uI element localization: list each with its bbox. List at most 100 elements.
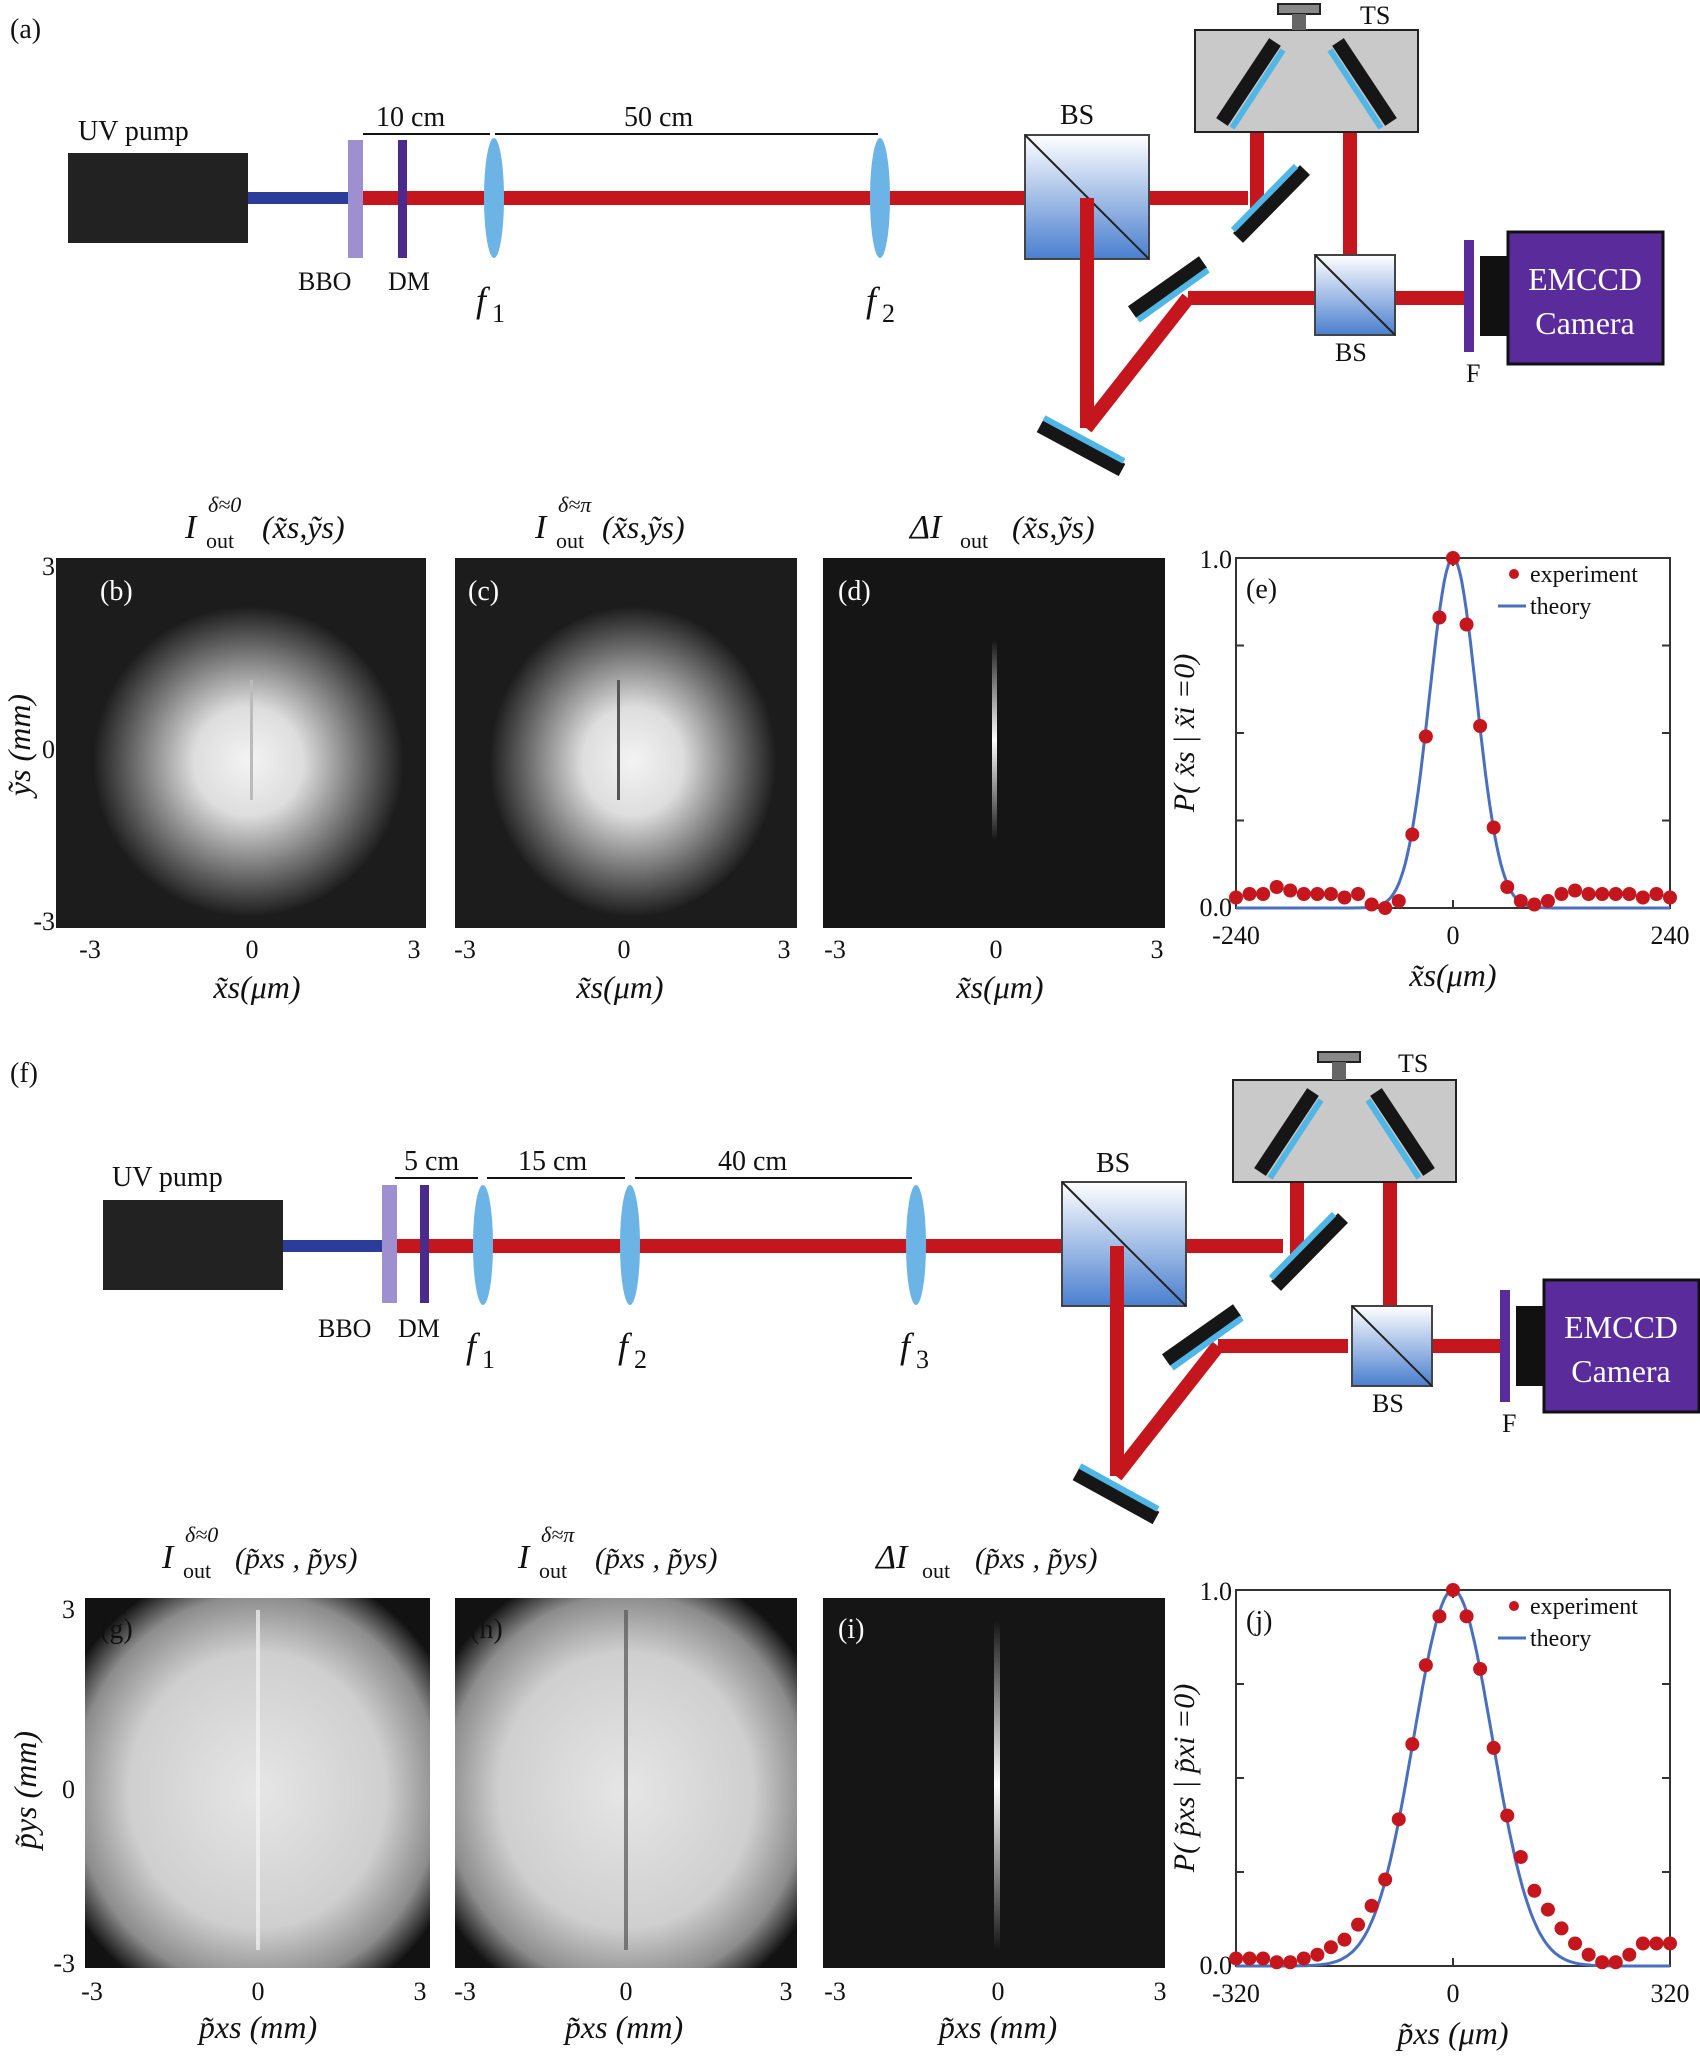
svg-text:(x̃s,ỹs): (x̃s,ỹs): [602, 509, 685, 545]
data-point: [1473, 719, 1488, 733]
theory-line: [1236, 1588, 1670, 1968]
legend-label: theory: [1530, 594, 1591, 620]
uv-pump-box: [103, 1200, 283, 1290]
data-point: [1649, 1936, 1664, 1951]
data-point: [1337, 1932, 1352, 1947]
svg-text:-3: -3: [824, 1977, 846, 2006]
y-axis-label: P( x̃s | x̃i =0): [1168, 654, 1201, 813]
setup-f: (f) UV pump BBO DM 5 cm 15 cm 40 cm f 1 …: [10, 1049, 1700, 1525]
svg-text:-3: -3: [454, 935, 476, 964]
signal-beam: [348, 191, 1248, 205]
x-tick-label: -320: [1212, 1979, 1260, 2008]
svg-text:out: out: [922, 1558, 950, 1583]
stage-knob: [1277, 3, 1321, 15]
x-tick-label: -240: [1212, 921, 1260, 950]
data-point: [1608, 887, 1623, 901]
title-i: ΔI out (p̃xs , p̃ys): [874, 1539, 1097, 1583]
data-point: [1323, 887, 1338, 901]
lens-f1-sub: 1: [492, 299, 505, 328]
data-point: [1337, 890, 1352, 905]
row2-ylabel: p̃ys (mm): [7, 1731, 43, 1851]
row2-images: I out δ≈0 (p̃xs , p̃ys) I out δ≈π (p̃xs …: [7, 1522, 1167, 2045]
svg-text:ΔI: ΔI: [908, 509, 943, 546]
panel-label-g: (g): [100, 1614, 133, 1645]
y-tick-label: 0.0: [1200, 1951, 1233, 1980]
panel-label-d: (d): [838, 576, 871, 607]
svg-text:-3: -3: [53, 1949, 75, 1978]
svg-text:BS: BS: [1372, 1389, 1404, 1418]
data-point: [1432, 1609, 1447, 1624]
svg-text:3: 3: [42, 552, 55, 581]
legend-marker: [1509, 569, 1519, 579]
mirror: [1072, 1463, 1160, 1525]
dist-1: 10 cm: [376, 102, 445, 133]
svg-text:(x̃s,ỹs): (x̃s,ỹs): [262, 509, 345, 545]
data-point: [1540, 894, 1555, 908]
data-point: [1310, 887, 1325, 901]
svg-text:out: out: [539, 1558, 567, 1583]
svg-text:δ≈π: δ≈π: [558, 492, 592, 517]
data-point: [1486, 1740, 1501, 1755]
legend-label: experiment: [1530, 562, 1638, 588]
data-point: [1635, 890, 1650, 905]
filter-label: F: [1466, 359, 1480, 388]
svg-text:(p̃xs , p̃ys): (p̃xs , p̃ys): [975, 1542, 1097, 1575]
svg-text:-3: -3: [824, 935, 846, 964]
data-point: [1283, 1955, 1298, 1970]
row1-ylabel: ỹs (mm): [1, 694, 37, 799]
uv-pump-box: [68, 153, 248, 243]
data-point: [1283, 883, 1298, 898]
mirror: [1161, 1304, 1244, 1371]
data-point: [1378, 901, 1393, 915]
svg-text:0: 0: [990, 935, 1003, 964]
plot-frame: [1235, 557, 1671, 909]
data-point: [1391, 1812, 1406, 1827]
svg-text:ΔI: ΔI: [874, 1539, 909, 1576]
lens-f2-sub: 2: [882, 299, 895, 328]
setup-a: (a) UV pump BBO DM 10 cm 50 cm f 1 f 2 B…: [10, 1, 1665, 477]
beam-down: [1080, 198, 1094, 428]
data-point: [1663, 890, 1677, 905]
data-point: [1486, 820, 1501, 835]
mirror: [1036, 415, 1126, 477]
data-point: [1405, 1737, 1420, 1752]
data-point: [1595, 887, 1610, 901]
data-point: [1459, 617, 1474, 632]
data-point: [1527, 897, 1542, 912]
title-g: I out δ≈0 (p̃xs , p̃ys): [161, 1522, 357, 1583]
svg-text:3: 3: [408, 935, 421, 964]
mirror: [1230, 163, 1310, 243]
svg-text:I: I: [184, 509, 198, 546]
data-point: [1554, 1921, 1569, 1936]
panel-label-h: (h): [470, 1614, 503, 1645]
data-point: [1581, 887, 1596, 901]
data-point: [1649, 887, 1664, 901]
svg-text:f: f: [466, 1326, 481, 1366]
title-c: I out δ≈π (x̃s,ỹs): [534, 492, 685, 553]
svg-text:-3: -3: [454, 1977, 476, 2006]
bbo-label-f: BBO: [318, 1314, 371, 1343]
crystal-bbo: [382, 1185, 397, 1303]
lens-f1-label: f: [476, 280, 491, 320]
data-point: [1446, 551, 1460, 565]
data-point: [1527, 1883, 1542, 1898]
chart-e: 1.0 0.0-240 0 240 x̃s(μm) P( x̃s | x̃i =0) (e)…: [1168, 545, 1690, 993]
data-point: [1595, 1955, 1610, 1970]
plot-frame: [1235, 1589, 1671, 1967]
svg-text:3: 3: [62, 1595, 75, 1624]
lens-f1: [473, 1185, 493, 1305]
svg-text:0: 0: [992, 1977, 1005, 2006]
svg-text:p̃xs (mm): p̃xs (mm): [197, 2009, 317, 2045]
filter: [1500, 1290, 1510, 1402]
dm-label: DM: [388, 267, 430, 296]
camera-label-1: EMCCD: [1528, 261, 1642, 297]
x-tick-label: 0: [1447, 1979, 1460, 2008]
data-point: [1323, 1940, 1338, 1955]
data-point: [1296, 887, 1311, 901]
mirror: [1216, 38, 1286, 130]
data-point: [1500, 1808, 1515, 1823]
lens-f2: [620, 1185, 640, 1305]
svg-text:2: 2: [634, 1345, 647, 1374]
svg-text:0: 0: [246, 935, 259, 964]
data-point: [1351, 1917, 1366, 1932]
